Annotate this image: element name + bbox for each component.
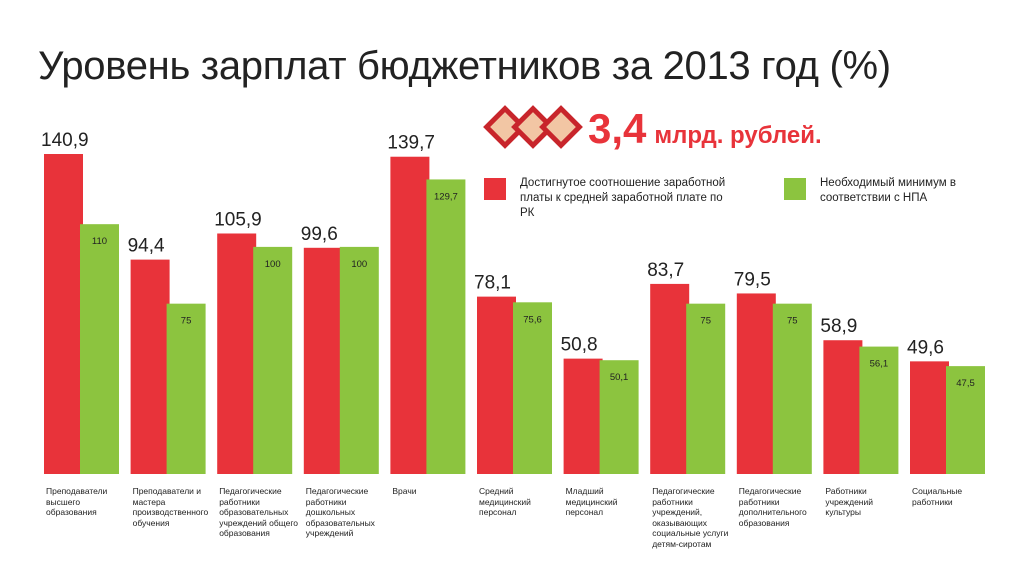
bar-minimum-10 bbox=[946, 366, 985, 474]
bar-achieved-0 bbox=[44, 154, 83, 474]
value-label-achieved-3: 99,6 bbox=[301, 224, 338, 245]
bar-minimum-6 bbox=[599, 360, 639, 474]
bar-minimum-5 bbox=[513, 302, 552, 474]
bar-minimum-7 bbox=[686, 303, 726, 474]
category-label-4: Врачи bbox=[392, 486, 417, 496]
bar-achieved-1 bbox=[130, 259, 170, 474]
value-label-achieved-9: 58,9 bbox=[820, 316, 857, 337]
value-label-minimum-6: 50,1 bbox=[610, 372, 629, 383]
value-label-minimum-2: 100 bbox=[265, 259, 281, 270]
chart-title: Уровень зарплат бюджетников за 2013 год … bbox=[38, 44, 891, 88]
value-label-minimum-4: 129,7 bbox=[434, 191, 458, 202]
bar-achieved-6 bbox=[563, 358, 603, 474]
value-label-achieved-1: 94,4 bbox=[128, 236, 165, 257]
bar-minimum-1 bbox=[166, 303, 206, 474]
value-label-minimum-3: 100 bbox=[351, 259, 367, 270]
category-label-10: Социальные работники bbox=[912, 486, 963, 507]
value-label-minimum-10: 47,5 bbox=[956, 378, 975, 389]
legend-label-red: Достигнутое соотношение заработной платы… bbox=[520, 177, 726, 219]
bar-minimum-0 bbox=[80, 224, 119, 474]
value-label-achieved-7: 83,7 bbox=[647, 260, 684, 281]
bar-achieved-2 bbox=[217, 233, 257, 474]
value-label-minimum-1: 75 bbox=[181, 316, 192, 327]
bar-achieved-7 bbox=[650, 283, 690, 474]
bar-minimum-9 bbox=[859, 346, 899, 474]
category-label-2: Педагогические работники образовательных… bbox=[219, 486, 299, 538]
bar-minimum-4 bbox=[426, 179, 466, 475]
value-label-achieved-10: 49,6 bbox=[907, 337, 944, 358]
bar-achieved-8 bbox=[736, 293, 776, 474]
bar-achieved-5 bbox=[477, 296, 516, 474]
legend-label-green: Необходимый минимум в соответствии с НПА bbox=[820, 177, 956, 204]
legend-swatch-red bbox=[484, 178, 506, 200]
value-label-minimum-0: 110 bbox=[92, 236, 107, 247]
category-label-3: Педагогические работники дошкольных обра… bbox=[305, 486, 375, 538]
logo-icon bbox=[483, 105, 583, 149]
legend-item-red: Достигнутое соотношение заработной платы… bbox=[484, 176, 740, 221]
value-label-achieved-5: 78,1 bbox=[474, 273, 511, 294]
category-label-0: Преподаватели высшего образования bbox=[46, 486, 108, 517]
category-label-6: Младший медицинский персонал bbox=[565, 486, 618, 517]
value-label-achieved-0: 140,9 bbox=[41, 130, 89, 151]
value-label-minimum-9: 56,1 bbox=[870, 359, 889, 370]
legend-swatch-green bbox=[784, 178, 806, 200]
highlight-unit: млрд. рублей. bbox=[654, 122, 822, 149]
value-label-achieved-8: 79,5 bbox=[734, 269, 771, 290]
category-label-5: Средний медицинский персонал bbox=[479, 486, 531, 517]
bar-minimum-3 bbox=[339, 246, 379, 474]
category-label-8: Педагогические работники дополнительного… bbox=[738, 486, 807, 528]
bar-achieved-4 bbox=[390, 156, 430, 474]
value-label-minimum-8: 75 bbox=[787, 316, 798, 327]
value-label-achieved-4: 139,7 bbox=[387, 133, 435, 154]
category-label-1: Преподаватели и мастера производственног… bbox=[132, 486, 209, 528]
bar-achieved-10 bbox=[910, 361, 949, 474]
highlight-amount: 3,4 млрд. рублей. bbox=[588, 104, 822, 164]
category-label-7: Педагогические работники учреждений, ока… bbox=[652, 486, 729, 549]
value-label-minimum-7: 75 bbox=[700, 316, 711, 327]
bar-achieved-9 bbox=[823, 340, 863, 474]
category-label-9: Работники учреждений культуры bbox=[825, 486, 873, 517]
legend-item-green: Необходимый минимум в соответствии с НПА bbox=[784, 176, 1000, 206]
highlight-number: 3,4 bbox=[588, 105, 647, 152]
bar-minimum-2 bbox=[253, 246, 293, 474]
bar-minimum-8 bbox=[772, 303, 812, 474]
value-label-minimum-5: 75,6 bbox=[523, 314, 542, 325]
bar-achieved-3 bbox=[303, 247, 343, 474]
value-label-achieved-2: 105,9 bbox=[214, 209, 262, 230]
value-label-achieved-6: 50,8 bbox=[561, 335, 598, 356]
